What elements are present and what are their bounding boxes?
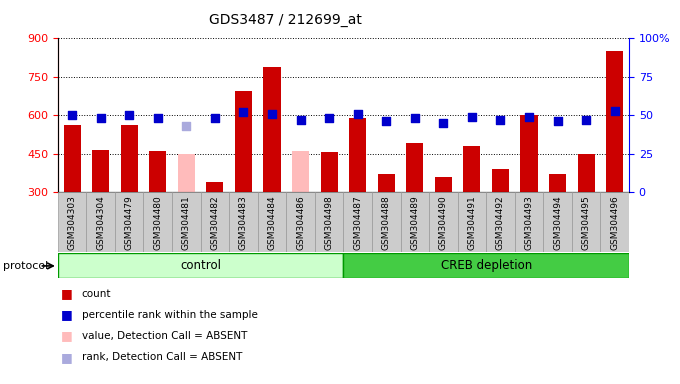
Text: GSM304303: GSM304303 <box>67 195 77 250</box>
Bar <box>315 192 343 252</box>
Bar <box>58 253 343 278</box>
Text: GSM304480: GSM304480 <box>153 195 163 250</box>
Point <box>352 111 363 117</box>
Point <box>495 117 506 123</box>
Text: GSM304491: GSM304491 <box>467 195 477 250</box>
Point <box>95 115 106 121</box>
Text: CREB depletion: CREB depletion <box>441 260 532 272</box>
Text: ■: ■ <box>61 308 73 321</box>
Bar <box>206 182 224 192</box>
Bar <box>486 192 515 252</box>
Bar <box>201 192 229 252</box>
Text: GSM304481: GSM304481 <box>182 195 191 250</box>
Text: GSM304492: GSM304492 <box>496 195 505 250</box>
Bar <box>463 146 481 192</box>
Bar <box>429 192 458 252</box>
Text: GSM304490: GSM304490 <box>439 195 448 250</box>
Bar <box>606 51 624 192</box>
Bar <box>549 174 566 192</box>
Bar <box>349 118 367 192</box>
Bar <box>600 192 629 252</box>
Bar <box>543 192 572 252</box>
Text: GSM304494: GSM304494 <box>553 195 562 250</box>
Bar <box>229 192 258 252</box>
Bar <box>263 66 281 192</box>
Bar <box>120 126 138 192</box>
Text: ■: ■ <box>61 287 73 300</box>
Bar <box>235 91 252 192</box>
Text: rank, Detection Call = ABSENT: rank, Detection Call = ABSENT <box>82 352 242 362</box>
Point <box>466 114 477 120</box>
Bar <box>343 253 629 278</box>
Bar <box>406 143 424 192</box>
Bar <box>115 192 143 252</box>
Text: GSM304479: GSM304479 <box>124 195 134 250</box>
Text: GSM304482: GSM304482 <box>210 195 220 250</box>
Bar <box>515 192 543 252</box>
Text: count: count <box>82 289 111 299</box>
Text: GSM304489: GSM304489 <box>410 195 420 250</box>
Text: GSM304496: GSM304496 <box>610 195 619 250</box>
Text: value, Detection Call = ABSENT: value, Detection Call = ABSENT <box>82 331 247 341</box>
Text: ■: ■ <box>61 351 73 364</box>
Bar <box>401 192 429 252</box>
Bar <box>286 192 315 252</box>
Point <box>581 117 592 123</box>
Bar <box>577 154 595 192</box>
Point <box>209 115 220 121</box>
Bar <box>58 192 86 252</box>
Text: GSM304498: GSM304498 <box>324 195 334 250</box>
Bar <box>492 169 509 192</box>
Bar <box>372 192 401 252</box>
Bar <box>143 192 172 252</box>
Point <box>552 118 563 124</box>
Bar <box>520 115 538 192</box>
Point <box>181 123 192 129</box>
Text: GDS3487 / 212699_at: GDS3487 / 212699_at <box>209 13 362 27</box>
Text: GSM304487: GSM304487 <box>353 195 362 250</box>
Point <box>438 120 449 126</box>
Point <box>609 108 620 114</box>
Point <box>267 111 277 117</box>
Point <box>238 109 249 115</box>
Bar <box>92 150 109 192</box>
Point <box>324 115 335 121</box>
Point <box>524 114 534 120</box>
Point <box>295 117 306 123</box>
Bar <box>320 152 338 192</box>
Text: ■: ■ <box>61 329 73 343</box>
Bar <box>343 192 372 252</box>
Point <box>152 115 163 121</box>
Point <box>67 112 78 118</box>
Text: GSM304483: GSM304483 <box>239 195 248 250</box>
Bar <box>177 154 195 192</box>
Bar <box>435 177 452 192</box>
Point <box>409 115 420 121</box>
Text: protocol: protocol <box>3 261 49 271</box>
Bar <box>377 174 395 192</box>
Text: GSM304484: GSM304484 <box>267 195 277 250</box>
Text: percentile rank within the sample: percentile rank within the sample <box>82 310 258 320</box>
Bar <box>258 192 286 252</box>
Bar <box>63 126 81 192</box>
Bar <box>172 192 201 252</box>
Text: GSM304493: GSM304493 <box>524 195 534 250</box>
Bar <box>572 192 600 252</box>
Bar <box>86 192 115 252</box>
Bar <box>292 151 309 192</box>
Text: GSM304486: GSM304486 <box>296 195 305 250</box>
Text: GSM304304: GSM304304 <box>96 195 105 250</box>
Bar <box>149 151 167 192</box>
Bar <box>458 192 486 252</box>
Text: GSM304488: GSM304488 <box>381 195 391 250</box>
Point <box>381 118 392 124</box>
Point <box>124 112 135 118</box>
Text: GSM304495: GSM304495 <box>581 195 591 250</box>
Text: control: control <box>180 260 221 272</box>
